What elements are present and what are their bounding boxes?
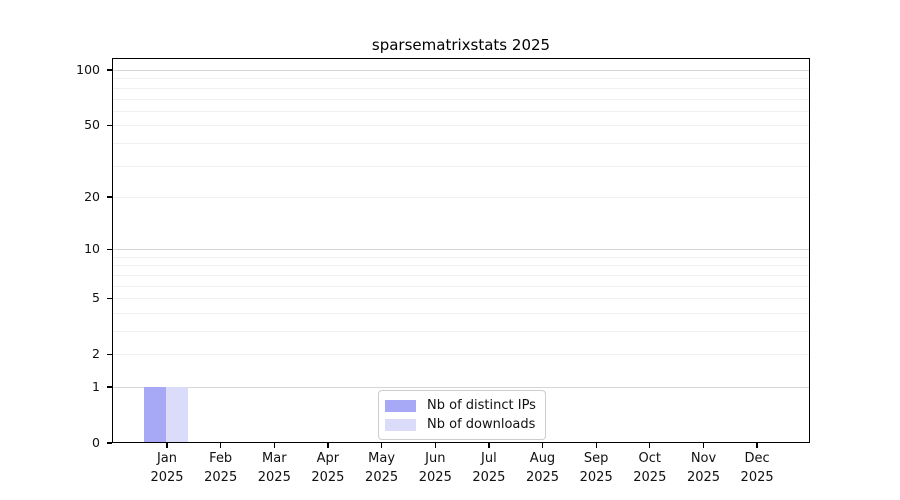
y-tick-label: 100 bbox=[76, 62, 100, 77]
x-tick-label: Apr 2025 bbox=[311, 451, 345, 485]
x-tick-mark bbox=[488, 443, 490, 448]
x-tick-label: Jul 2025 bbox=[472, 451, 506, 485]
x-tick-mark bbox=[434, 443, 436, 448]
x-tick-label: Nov 2025 bbox=[686, 451, 721, 485]
legend-swatch-downloads bbox=[385, 418, 416, 431]
x-tick-mark bbox=[327, 443, 329, 448]
gridline-minor bbox=[112, 265, 810, 267]
gridline-major bbox=[112, 387, 810, 388]
gridline-minor bbox=[112, 256, 810, 258]
x-tick-label: Jun 2025 bbox=[418, 451, 452, 485]
x-tick-mark bbox=[702, 443, 705, 448]
x-tick-mark bbox=[541, 443, 544, 448]
plot-area bbox=[112, 58, 810, 443]
y-tick-mark bbox=[107, 353, 112, 355]
y-tick-mark bbox=[107, 297, 112, 299]
y-tick-label: 2 bbox=[92, 346, 100, 362]
x-tick-mark bbox=[166, 443, 168, 448]
x-tick-mark bbox=[756, 443, 758, 448]
gridline-minor bbox=[112, 98, 810, 100]
gridline-minor bbox=[112, 274, 810, 276]
x-tick-label: Feb 2025 bbox=[204, 451, 238, 485]
x-tick-mark bbox=[595, 443, 597, 448]
gridline-minor bbox=[112, 110, 810, 112]
gridline-minor bbox=[112, 125, 810, 127]
x-tick-label: Oct 2025 bbox=[633, 451, 667, 485]
gridline-minor bbox=[112, 331, 810, 332]
gridline-minor bbox=[112, 165, 810, 167]
x-tick-label: Sep 2025 bbox=[579, 451, 613, 485]
x-tick-mark bbox=[273, 443, 275, 448]
gridline-minor bbox=[112, 285, 810, 287]
x-tick-label: Jan 2025 bbox=[150, 451, 184, 485]
gridline-minor bbox=[112, 78, 810, 80]
y-tick-mark bbox=[107, 248, 112, 250]
legend-label-distinct-ips: Nb of distinct IPs bbox=[427, 398, 536, 413]
gridline-major bbox=[112, 70, 810, 71]
x-tick-label: May 2025 bbox=[365, 451, 399, 485]
legend-entry-distinct-ips: Nb of distinct IPs bbox=[385, 396, 536, 415]
gridline-minor bbox=[112, 354, 810, 356]
x-tick-label: Dec 2025 bbox=[740, 451, 774, 485]
y-tick-mark bbox=[107, 69, 112, 71]
x-tick-mark bbox=[649, 443, 651, 448]
gridline-minor bbox=[112, 196, 810, 198]
bar-downloads-jan bbox=[166, 387, 188, 443]
y-tick-mark bbox=[107, 124, 112, 126]
legend-swatch-distinct-ips bbox=[385, 399, 416, 412]
y-tick-label: 1 bbox=[92, 379, 100, 394]
y-tick-label: 50 bbox=[84, 117, 100, 133]
y-tick-label: 0 bbox=[92, 435, 100, 450]
gridline-major bbox=[112, 249, 810, 251]
legend-entry-downloads: Nb of downloads bbox=[385, 415, 536, 434]
y-tick-mark bbox=[107, 196, 112, 198]
bar-distinct-ips-jan bbox=[144, 387, 166, 443]
chart-title: sparsematrixstats 2025 bbox=[371, 36, 551, 54]
y-tick-mark bbox=[107, 386, 112, 388]
x-tick-mark bbox=[220, 443, 222, 448]
legend-label-downloads: Nb of downloads bbox=[427, 417, 536, 432]
gridline-minor bbox=[112, 87, 810, 89]
y-tick-label: 10 bbox=[84, 241, 100, 257]
legend: Nb of distinct IPs Nb of downloads bbox=[378, 390, 546, 440]
x-tick-label: Mar 2025 bbox=[257, 451, 291, 485]
x-tick-label: Aug 2025 bbox=[525, 451, 560, 485]
y-tick-mark bbox=[107, 442, 112, 444]
y-tick-label: 5 bbox=[92, 290, 100, 306]
y-tick-label: 20 bbox=[84, 188, 100, 204]
gridline-minor bbox=[112, 312, 810, 314]
gridline-minor bbox=[112, 298, 810, 300]
x-tick-mark bbox=[380, 443, 383, 448]
gridline-minor bbox=[112, 142, 810, 144]
